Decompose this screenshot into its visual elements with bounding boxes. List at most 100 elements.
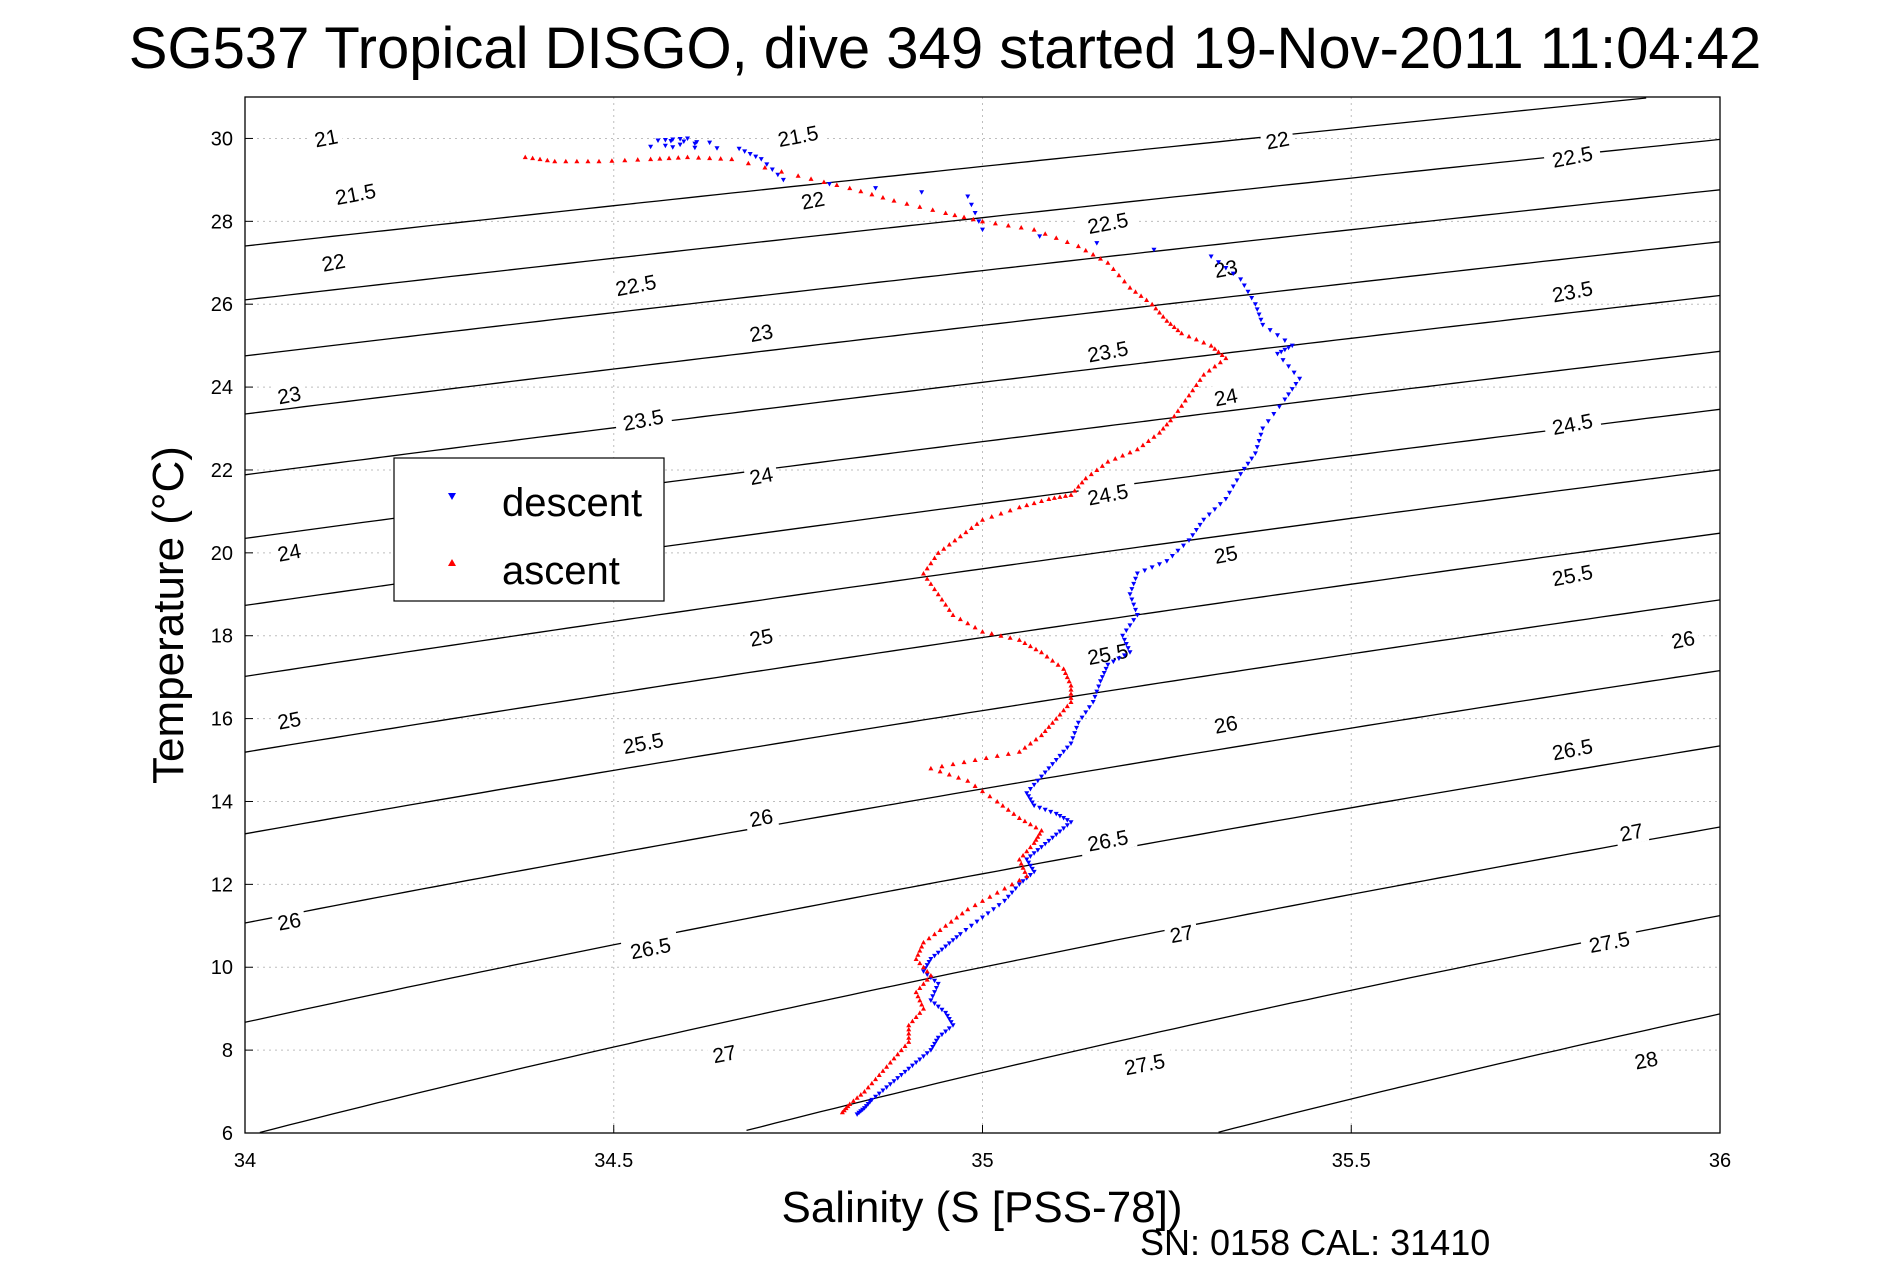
descent-point — [1282, 347, 1288, 353]
ascent-point — [970, 216, 976, 222]
ascent-point — [869, 1080, 875, 1086]
descent-point — [1027, 787, 1033, 792]
descent-point — [939, 1032, 945, 1038]
descent-point — [1029, 800, 1035, 806]
ascent-point — [1016, 637, 1022, 642]
ascent-point — [921, 964, 926, 970]
isopycnal-label-bg — [768, 118, 828, 153]
y-tick-label: 24 — [211, 377, 233, 399]
ascent-point — [1039, 732, 1044, 738]
isopycnal-label-bg — [613, 402, 673, 437]
ascent-point — [1062, 493, 1068, 498]
descent-point — [826, 182, 832, 187]
ascent-point — [1105, 260, 1111, 265]
descent-point — [1094, 241, 1100, 246]
ascent-point — [998, 633, 1004, 638]
isopycnal-label-text: 28 — [1633, 1047, 1660, 1074]
descent-point — [913, 1060, 919, 1066]
ascent-point — [1068, 492, 1074, 497]
descent-point — [1029, 866, 1035, 872]
descent-point — [1223, 496, 1229, 502]
ascent-point — [957, 616, 963, 622]
ascent-point — [994, 798, 1000, 804]
descent-point — [1064, 823, 1070, 828]
ascent-point — [1068, 695, 1074, 700]
descent-point — [1208, 254, 1214, 260]
ascent-point — [917, 948, 923, 953]
ascent-point — [1022, 745, 1028, 750]
series-descent — [648, 136, 1303, 1117]
descent-point — [1027, 863, 1033, 869]
descent-point — [1217, 502, 1223, 507]
descent-point — [1039, 774, 1044, 780]
ascent-point — [1042, 728, 1048, 734]
descent-point — [950, 938, 956, 943]
descent-point — [1013, 886, 1019, 892]
descent-point — [1070, 736, 1076, 741]
ascent-point — [675, 155, 681, 160]
y-tick-label: 26 — [211, 294, 233, 316]
descent-point — [1031, 782, 1037, 788]
ascent-point — [950, 761, 956, 767]
ascent-point — [895, 1051, 901, 1057]
ascent-point — [1127, 449, 1133, 455]
isopycnal-label: 26 — [1664, 624, 1701, 654]
descent-point — [662, 143, 668, 149]
descent-point — [935, 981, 941, 987]
isopycnal-label: 22 — [315, 246, 352, 277]
ascent-point — [919, 1002, 925, 1007]
descent-point — [1064, 818, 1070, 823]
descent-point — [753, 154, 759, 160]
descent-point — [1094, 689, 1100, 695]
descent-point — [1286, 364, 1292, 369]
ascent-point — [1197, 377, 1203, 382]
y-tick-label: 14 — [211, 791, 233, 813]
ascent-point — [522, 154, 528, 160]
y-tick-labels: 6 8 10 12 14 16 18 20 22 24 26 28 30 — [211, 128, 253, 1145]
descent-point — [895, 1076, 901, 1081]
descent-point — [1020, 879, 1026, 884]
ascent-point — [1050, 658, 1056, 663]
descent-point — [946, 1017, 952, 1022]
descent-point — [1151, 247, 1157, 253]
ascent-point — [530, 155, 536, 161]
ascent-point — [1144, 297, 1150, 303]
ascent-point — [972, 783, 978, 788]
ascent-point — [1164, 421, 1170, 427]
descent-point — [764, 162, 770, 167]
ascent-point — [1061, 666, 1067, 671]
descent-point — [954, 935, 960, 940]
isopycnal-label-bg — [1542, 557, 1603, 592]
ascent-point — [1168, 417, 1174, 423]
isopycnal-lines — [244, 97, 1721, 1134]
descent-point — [1050, 762, 1056, 767]
ascent-point — [1151, 434, 1157, 439]
descent-point — [1037, 234, 1043, 239]
isopycnal-label-bg — [315, 246, 352, 277]
descent-point — [1258, 432, 1264, 438]
descent-point — [939, 947, 945, 953]
ascent-point — [924, 576, 930, 581]
ascent-point — [1055, 662, 1061, 667]
ascent-point — [1145, 438, 1151, 443]
descent-point — [909, 1063, 915, 1069]
descent-point — [1061, 749, 1067, 755]
isopycnal-label-text: 27 — [1168, 921, 1195, 948]
descent-point — [1002, 898, 1008, 904]
descent-point — [943, 1029, 949, 1034]
isopycnal-label: 22 — [794, 184, 831, 215]
descent-point — [1031, 803, 1037, 809]
descent-point — [1026, 860, 1032, 866]
chart-title: SG537 Tropical DISGO, dive 349 started 1… — [129, 16, 1761, 81]
descent-point — [943, 1010, 949, 1016]
isopycnal-label-bg — [1077, 476, 1138, 511]
descent-point — [932, 1001, 938, 1006]
isopycnal-line — [244, 599, 1721, 835]
descent-point — [1026, 794, 1032, 799]
descent-point — [1260, 426, 1266, 432]
descent-point — [769, 167, 775, 173]
ascent-point — [1157, 309, 1162, 315]
ascent-point — [666, 155, 672, 161]
ascent-point — [924, 977, 930, 982]
ascent-point — [1018, 225, 1024, 230]
